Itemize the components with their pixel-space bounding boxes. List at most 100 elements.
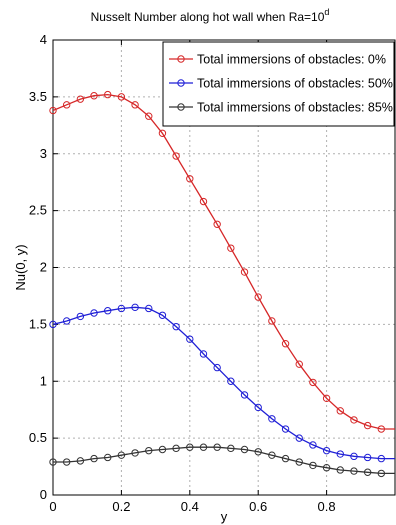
series-point xyxy=(240,268,249,276)
series-point xyxy=(227,444,235,453)
x-tick-label: 0.6 xyxy=(249,499,267,514)
series-point xyxy=(309,378,317,387)
series-point xyxy=(295,458,303,466)
series-3 xyxy=(49,443,395,478)
series-point xyxy=(350,467,358,475)
series-point xyxy=(227,244,235,252)
series-point xyxy=(309,441,317,449)
series-point xyxy=(158,129,167,137)
x-tick-label: 0.4 xyxy=(181,499,199,514)
legend: Total immersions of obstacles: 0% Total i… xyxy=(162,41,395,127)
series-point xyxy=(49,320,57,329)
legend-marker xyxy=(177,55,185,63)
chart-title: Nusselt Number along hot wall when Ra=10… xyxy=(91,7,330,24)
legend-marker xyxy=(177,103,185,111)
series-point xyxy=(76,312,85,321)
y-tick-label: 2 xyxy=(40,260,47,275)
series-point xyxy=(90,309,98,317)
series-point xyxy=(145,446,153,455)
y-tick-label: 1.5 xyxy=(29,316,47,331)
series-point xyxy=(363,453,372,462)
legend-marker xyxy=(177,79,185,87)
series-point xyxy=(117,93,126,101)
series-point xyxy=(363,421,372,430)
series-point xyxy=(281,340,290,348)
y-axis-title: Nu(0, y) xyxy=(13,244,28,290)
series-point xyxy=(363,468,372,476)
series-point xyxy=(199,443,208,451)
series-point xyxy=(199,350,208,358)
series-point xyxy=(377,469,386,478)
series-point xyxy=(76,457,85,465)
series-point xyxy=(213,220,221,228)
series-point xyxy=(377,454,386,463)
x-tick-label: 0.8 xyxy=(318,499,336,514)
series-point xyxy=(281,454,290,463)
series-point xyxy=(322,464,331,472)
x-axis-title: y xyxy=(221,509,228,524)
series-point xyxy=(336,407,344,415)
series-line xyxy=(52,306,395,460)
series-point xyxy=(254,293,262,301)
series-point xyxy=(49,106,57,115)
series-point xyxy=(268,451,276,459)
legend-label: Total immersions of obstacles: 85% xyxy=(197,101,393,115)
y-tick-label: 0.5 xyxy=(29,430,47,445)
series-point xyxy=(186,443,194,451)
series-point xyxy=(213,443,221,451)
series-point xyxy=(254,448,262,456)
series-point xyxy=(90,454,98,463)
series-point xyxy=(172,444,180,453)
series-point xyxy=(90,92,98,100)
series-point xyxy=(268,317,276,325)
series-line xyxy=(53,446,395,475)
y-tick-label: 2.5 xyxy=(29,203,47,218)
series-point xyxy=(322,446,331,455)
series-point xyxy=(62,101,71,109)
series-1 xyxy=(49,90,395,433)
y-tick-label: 0 xyxy=(40,487,47,502)
series-point xyxy=(186,175,194,183)
legend-label: Total immersions of obstacles: 50% xyxy=(197,77,393,91)
series-point xyxy=(76,95,85,103)
series-point xyxy=(145,112,153,120)
series-point xyxy=(117,451,126,459)
series-point xyxy=(117,304,126,313)
series-point xyxy=(227,377,235,385)
series-point xyxy=(62,317,71,325)
series-point xyxy=(104,90,112,99)
series-point xyxy=(158,311,167,319)
tick-layer: 0 0.2 0.4 0.6 0.8 0 0.5 1 1.5 2 2.5 3 3.5 4 xyxy=(29,32,336,514)
series-point xyxy=(350,452,358,461)
series-point xyxy=(172,322,180,331)
series-point xyxy=(350,416,358,424)
series-point xyxy=(322,394,331,403)
series-point xyxy=(281,425,290,433)
series-point xyxy=(213,363,221,372)
x-tick-label: 0.2 xyxy=(112,499,130,514)
legend-label: Total immersions of obstacles: 0% xyxy=(197,53,386,67)
series-point xyxy=(131,101,139,109)
series-point xyxy=(172,152,180,160)
series-2 xyxy=(49,303,395,463)
y-tick-label: 1 xyxy=(40,373,47,388)
series-point xyxy=(268,415,276,423)
series-point xyxy=(104,453,112,462)
legend-box xyxy=(162,41,395,127)
series-point xyxy=(295,360,303,368)
chart-title-superscript: d xyxy=(324,7,329,17)
series-point xyxy=(240,391,249,399)
series-point xyxy=(186,335,194,343)
series-point xyxy=(158,445,167,454)
chart-title-main: Nusselt Number along hot wall when Ra=10 xyxy=(91,10,325,24)
series-point xyxy=(336,466,344,474)
y-tick-label: 3.5 xyxy=(29,89,47,104)
series-point xyxy=(240,445,249,454)
series-point xyxy=(104,307,112,315)
series-point xyxy=(377,425,386,433)
series-point xyxy=(131,449,139,457)
series-point xyxy=(131,303,139,312)
y-tick-label: 4 xyxy=(40,32,47,47)
